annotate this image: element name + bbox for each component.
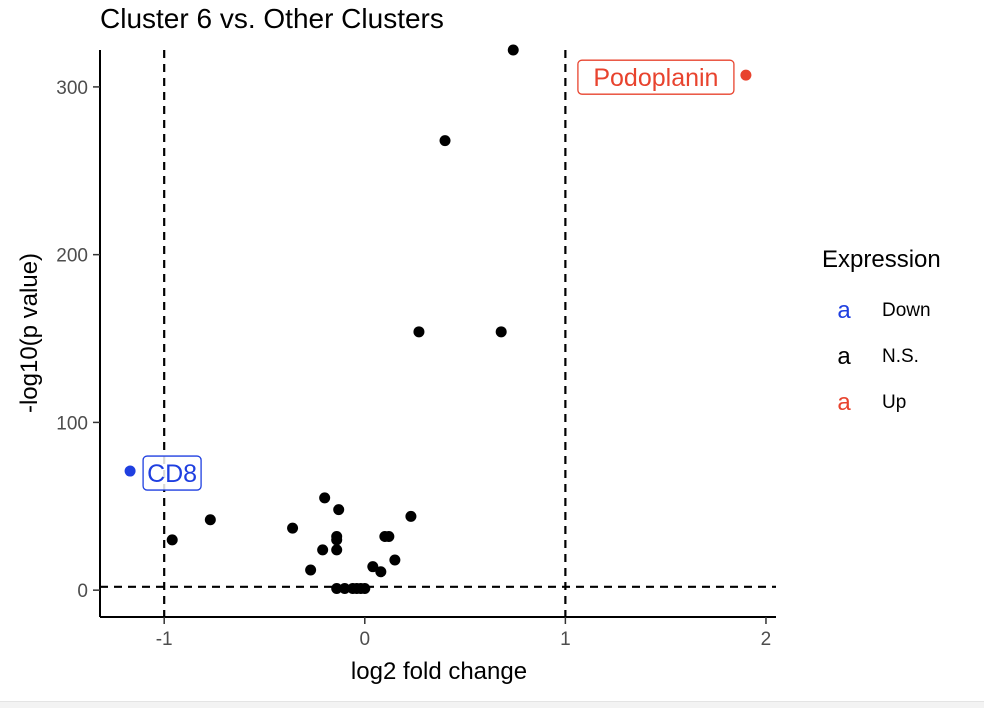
x-tick-label: 2 xyxy=(761,629,772,650)
y-tick-label: 0 xyxy=(77,581,88,602)
data-point xyxy=(166,534,178,546)
data-point xyxy=(367,561,379,573)
data-point xyxy=(287,522,299,534)
point-label-box xyxy=(142,455,202,491)
data-point xyxy=(317,544,329,556)
legend-label: N.S. xyxy=(882,346,919,367)
legend-label: Down xyxy=(882,300,931,321)
chart-title: Cluster 6 vs. Other Clusters xyxy=(100,3,444,34)
point-labels: CD8 Podoplanin xyxy=(142,59,735,491)
data-point xyxy=(305,564,317,576)
point-label-box xyxy=(577,59,735,95)
threshold-lines xyxy=(100,50,776,617)
y-tick-label: 100 xyxy=(56,413,88,434)
y-tick-label: 300 xyxy=(56,78,88,99)
data-point xyxy=(331,544,343,556)
data-point xyxy=(439,135,451,147)
legend-title: Expression xyxy=(822,246,941,273)
legend: Expression a Down a N.S. a Up xyxy=(822,246,941,416)
point-label: CD8 xyxy=(147,460,197,488)
x-tick-label: 0 xyxy=(359,629,370,650)
x-tick-label: -1 xyxy=(156,629,173,650)
data-point xyxy=(405,510,417,522)
data-point xyxy=(389,554,401,566)
data-point xyxy=(375,566,387,578)
legend-label: Up xyxy=(882,392,906,413)
y-tick-label: 200 xyxy=(56,246,88,267)
legend-key: a xyxy=(837,389,851,416)
data-point xyxy=(383,530,395,542)
data-point xyxy=(331,582,343,594)
data-point xyxy=(495,326,507,338)
data-point xyxy=(319,492,331,504)
data-point xyxy=(413,326,425,338)
data-points xyxy=(124,44,752,594)
data-point xyxy=(359,582,371,594)
data-point xyxy=(124,465,136,477)
point-label: Podoplanin xyxy=(593,64,718,92)
y-axis-title: -log10(p value) xyxy=(16,253,43,413)
data-point xyxy=(339,582,351,594)
window-bottom-edge xyxy=(0,701,984,708)
legend-key: a xyxy=(837,297,851,324)
legend-key: a xyxy=(837,343,851,370)
x-axis-title: log2 fold change xyxy=(351,658,527,685)
data-point xyxy=(331,534,343,546)
data-point xyxy=(333,504,345,516)
axes: -1 0 1 2 0 100 200 300 xyxy=(56,50,776,650)
x-tick-label: 1 xyxy=(560,629,571,650)
data-point xyxy=(740,69,752,81)
data-point xyxy=(204,514,216,526)
data-point xyxy=(507,44,519,56)
